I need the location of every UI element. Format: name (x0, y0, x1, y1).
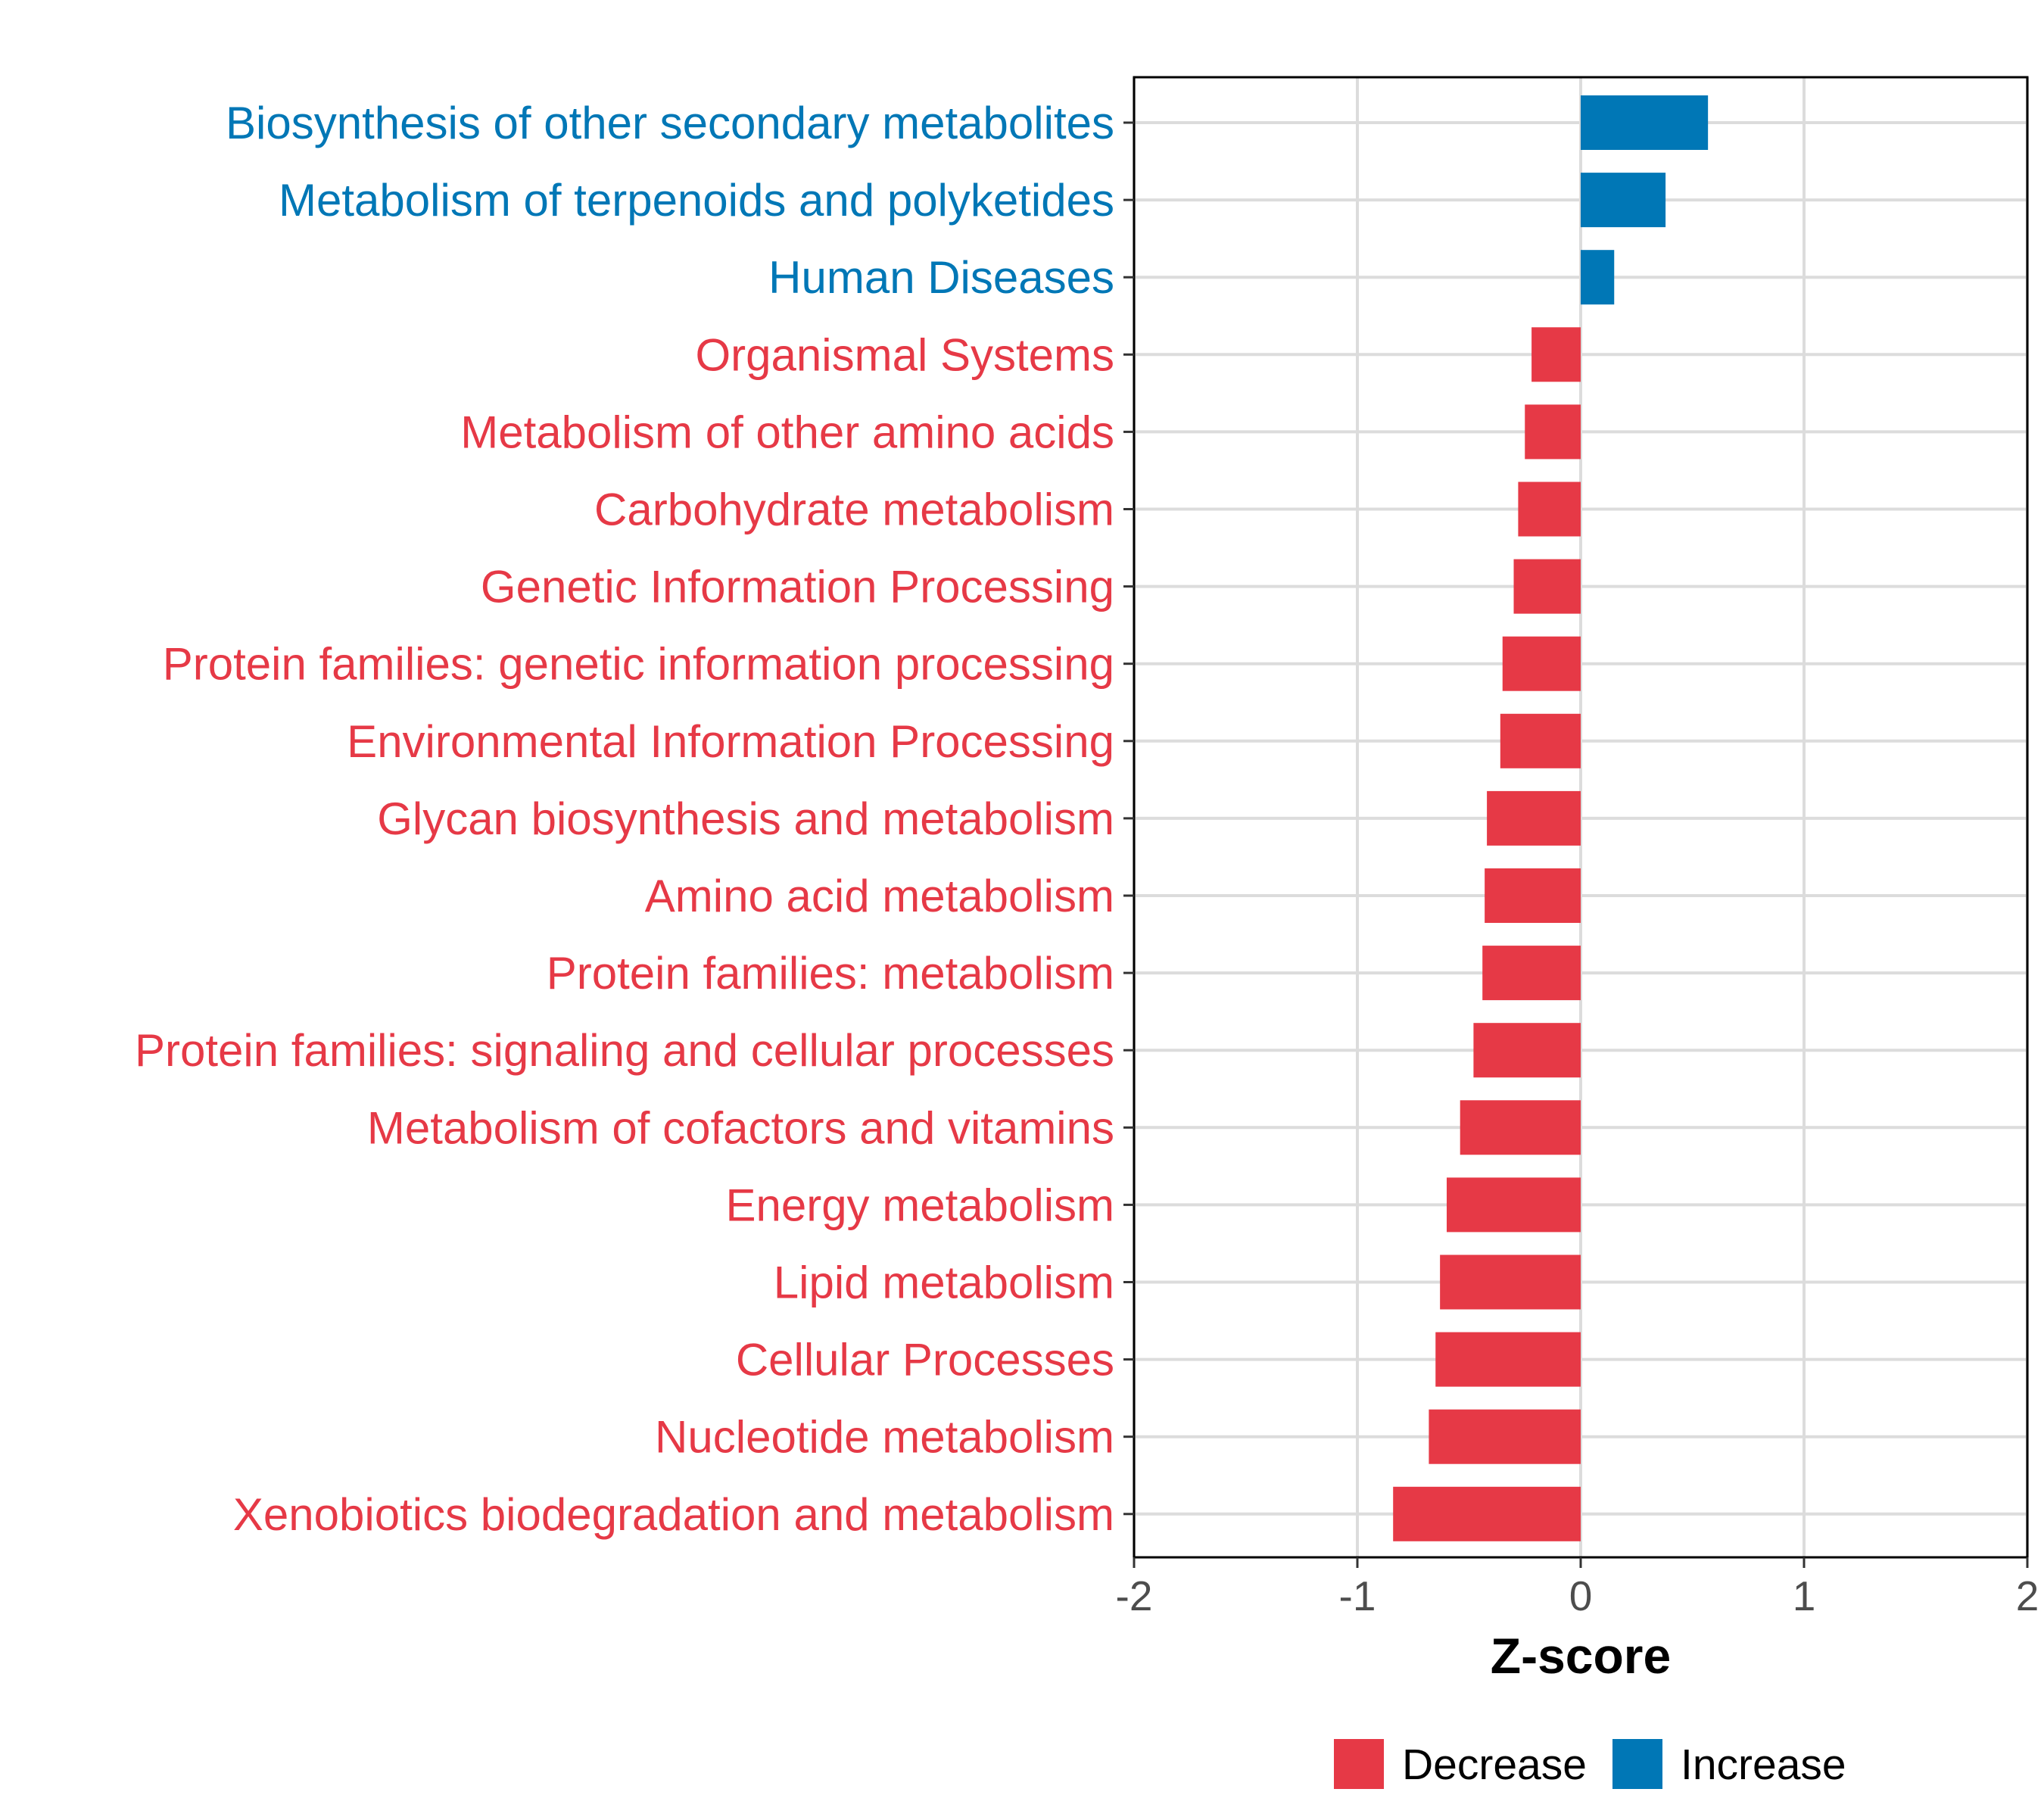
legend-swatch-increase (1612, 1739, 1662, 1789)
category-label: Metabolism of cofactors and vitamins (367, 1102, 1114, 1153)
category-label: Human Diseases (768, 252, 1114, 303)
legend: Decrease Increase (1334, 1739, 1846, 1789)
bar-decrease (1518, 482, 1581, 537)
x-axis-title: Z-score (1491, 1628, 1671, 1684)
y-axis-labels: Biosynthesis of other secondary metaboli… (135, 98, 1114, 1540)
bar-decrease (1482, 946, 1581, 1001)
bar-decrease (1487, 790, 1581, 846)
bar-decrease (1513, 559, 1581, 614)
x-tick-label: -2 (1116, 1572, 1153, 1619)
legend-swatch-decrease (1334, 1739, 1384, 1789)
bar-decrease (1473, 1023, 1581, 1078)
category-label: Organismal Systems (696, 329, 1114, 380)
bar-decrease (1393, 1486, 1581, 1541)
category-label: Glycan biosynthesis and metabolism (377, 793, 1114, 844)
bar-decrease (1447, 1177, 1581, 1233)
category-label: Xenobiotics biodegradation and metabolis… (233, 1489, 1114, 1540)
category-label: Energy metabolism (725, 1180, 1114, 1230)
bar-increase (1581, 250, 1615, 305)
category-label: Carbohydrate metabolism (594, 485, 1114, 535)
category-label: Biosynthesis of other secondary metaboli… (226, 98, 1114, 148)
x-tick-label: 0 (1569, 1572, 1593, 1619)
x-tick-label: 1 (1793, 1572, 1816, 1619)
category-label: Lipid metabolism (774, 1258, 1114, 1308)
category-label: Environmental Information Processing (347, 716, 1114, 767)
bar-decrease (1485, 868, 1581, 923)
bar-decrease (1460, 1100, 1581, 1155)
legend-label-increase: Increase (1681, 1741, 1846, 1789)
bar-decrease (1435, 1332, 1581, 1387)
category-label: Metabolism of other amino acids (460, 407, 1114, 457)
x-tick-label: 2 (2016, 1572, 2039, 1619)
bars (1393, 95, 1709, 1541)
category-label: Amino acid metabolism (645, 871, 1114, 921)
bar-decrease (1531, 327, 1581, 382)
legend-label-decrease: Decrease (1402, 1741, 1587, 1789)
category-label: Nucleotide metabolism (655, 1412, 1114, 1463)
category-label: Protein families: metabolism (547, 948, 1114, 999)
bar-decrease (1440, 1254, 1581, 1310)
x-axis-labels: -2 -1 0 1 2 (1116, 1572, 2039, 1619)
bar-increase (1581, 173, 1666, 228)
x-tick-label: -1 (1339, 1572, 1376, 1619)
bar-decrease (1525, 404, 1581, 460)
bar-decrease (1429, 1409, 1581, 1464)
category-label: Protein families: signaling and cellular… (135, 1025, 1114, 1076)
category-label: Metabolism of terpenoids and polyketides (279, 175, 1114, 226)
category-label: Genetic Information Processing (481, 562, 1114, 612)
category-label: Cellular Processes (736, 1335, 1114, 1385)
bar-increase (1581, 95, 1709, 150)
y-axis-ticks (1123, 121, 1134, 1516)
bar-decrease (1502, 636, 1581, 691)
x-axis-ticks (1133, 1557, 2029, 1568)
bar-decrease (1500, 713, 1581, 768)
category-label: Protein families: genetic information pr… (163, 639, 1114, 690)
